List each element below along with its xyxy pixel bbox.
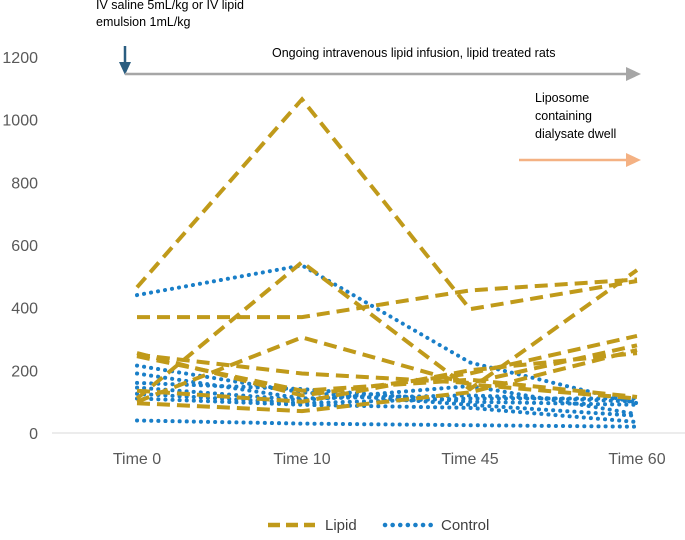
injection-text-line-2: emulsion 1mL/kg [96, 15, 191, 29]
y-tick-label: 1200 [2, 50, 38, 67]
y-tick-labels: 0 200 400 600 800 1000 1200 [2, 50, 38, 443]
series-line-lipid [136, 351, 638, 404]
injection-text-line-1: IV saline 5mL/kg or IV lipid [96, 0, 244, 12]
y-tick-label: 400 [11, 301, 38, 318]
infusion-arrow [125, 67, 641, 81]
legend-item-lipid: Lipid [268, 517, 357, 534]
series-layer [135, 96, 639, 429]
x-tick-labels: Time 0 Time 10 Time 45 Time 60 [113, 451, 666, 468]
legend-label-lipid: Lipid [325, 517, 357, 534]
dwell-annotation: Liposome containing dialysate dwell [535, 91, 616, 141]
injection-annotation: IV saline 5mL/kg or IV lipid emulsion 1m… [96, 0, 247, 29]
series-line-lipid [136, 343, 638, 385]
legend-item-control: Control [382, 517, 489, 534]
x-tick-label: Time 0 [113, 451, 161, 468]
dwell-text-line-2: containing [535, 109, 592, 123]
y-tick-label: 200 [11, 363, 38, 380]
y-tick-label: 600 [11, 238, 38, 255]
infusion-annotation: Ongoing intravenous lipid infusion, lipi… [272, 46, 556, 60]
series-line-lipid [136, 348, 638, 414]
series-line-control [135, 263, 639, 406]
series-line-lipid [136, 335, 638, 404]
y-tick-label: 1000 [2, 113, 38, 130]
series-line-lipid [137, 277, 638, 320]
series-line-control [135, 383, 639, 417]
injection-arrow [119, 46, 131, 75]
series-line-lipid [135, 259, 639, 401]
dwell-text-line-3: dialysate dwell [535, 127, 616, 141]
x-tick-label: Time 60 [608, 451, 665, 468]
series-line-control [135, 363, 639, 418]
dwell-text-line-1: Liposome [535, 91, 589, 105]
x-tick-label: Time 45 [441, 451, 498, 468]
legend-label-control: Control [441, 517, 489, 534]
y-tick-label: 800 [11, 175, 38, 192]
series-line-control [135, 380, 639, 407]
y-tick-label: 0 [29, 426, 38, 443]
series-line-control [135, 418, 639, 429]
dwell-arrow [519, 153, 641, 167]
series-line-control [135, 396, 639, 424]
legend: Lipid Control [268, 517, 489, 534]
series-line-lipid [135, 96, 638, 312]
x-tick-label: Time 10 [273, 451, 330, 468]
